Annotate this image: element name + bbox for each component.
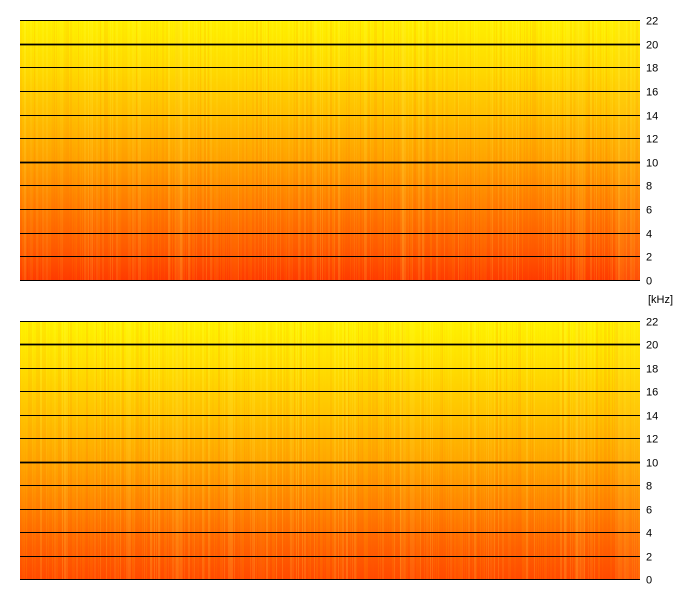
y-tick-label-22: 22 [646, 16, 658, 28]
y-tick-label-4: 4 [646, 229, 652, 241]
spectrogram-heatmap [20, 20, 640, 280]
y-tick-label-0: 0 [646, 575, 652, 587]
spectrogram-texture [20, 20, 640, 280]
y-tick-label-10: 10 [646, 458, 658, 470]
y-tick-label-4: 4 [646, 528, 652, 540]
y-tick-label-20: 20 [646, 40, 658, 52]
y-tick-label-16: 16 [646, 87, 658, 99]
y-tick-label-6: 6 [646, 505, 652, 517]
y-tick-label-16: 16 [646, 387, 658, 399]
y-tick-label-20: 20 [646, 340, 658, 352]
y-tick-label-10: 10 [646, 158, 658, 170]
y-tick-label-2: 2 [646, 552, 652, 564]
spectrogram-channel-2: 0 2 4 6 8 10 12 14 16 18 20 22 [20, 317, 658, 587]
y-tick-label-12: 12 [646, 434, 658, 446]
y-tick-label-12: 12 [646, 134, 658, 146]
y-tick-label-8: 8 [646, 481, 652, 493]
spectrogram-heatmap [20, 321, 640, 579]
y-tick-label-18: 18 [646, 63, 658, 75]
frequency-unit-label: [kHz] [648, 294, 673, 306]
spectrogram-channel-1: 0 2 4 6 8 10 12 14 16 18 20 22 [20, 16, 658, 288]
y-tick-label-18: 18 [646, 364, 658, 376]
y-tick-label-14: 14 [646, 411, 658, 423]
y-tick-label-8: 8 [646, 181, 652, 193]
y-tick-label-6: 6 [646, 205, 652, 217]
y-tick-label-14: 14 [646, 111, 658, 123]
y-tick-label-2: 2 [646, 252, 652, 264]
y-tick-label-22: 22 [646, 317, 658, 329]
y-tick-label-0: 0 [646, 276, 652, 288]
spectrogram-texture [20, 321, 640, 579]
